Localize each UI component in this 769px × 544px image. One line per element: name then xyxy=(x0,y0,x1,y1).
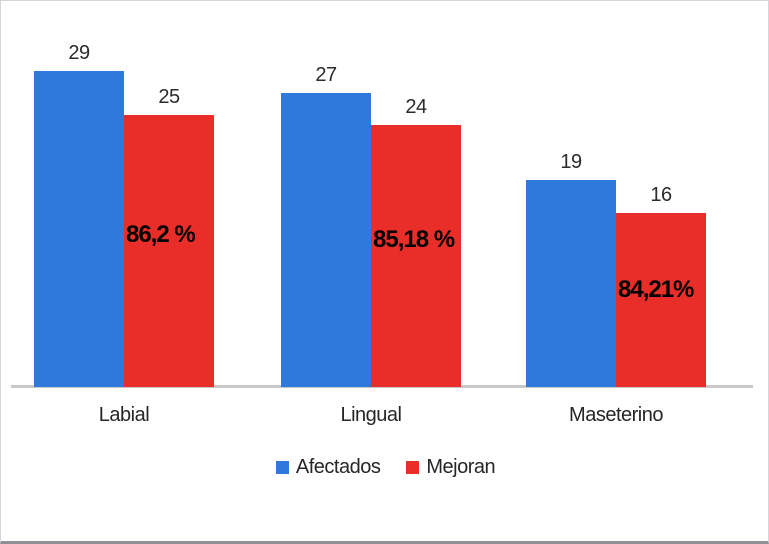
legend-item-afectados: Afectados xyxy=(275,456,381,479)
bar-mejoran-labial xyxy=(124,115,214,387)
value-label-mejoran-lingual: 24 xyxy=(405,96,427,118)
bar-afectados-lingual xyxy=(281,93,371,387)
bar-afectados-labial xyxy=(34,71,124,387)
legend-label-mejoran: Mejoran xyxy=(426,456,496,478)
value-label-mejoran-maseterino: 16 xyxy=(650,184,672,206)
bar-mejoran-lingual xyxy=(371,125,461,387)
bar-afectados-maseterino xyxy=(526,180,616,387)
value-label-afectados-maseterino: 19 xyxy=(560,151,582,173)
legend-item-mejoran: Mejoran xyxy=(406,456,496,479)
legend-swatch-mejoran xyxy=(406,461,420,474)
category-label-lingual: Lingual xyxy=(340,404,402,426)
percent-label-labial: 86,2 % xyxy=(126,221,196,248)
legend-swatch-afectados xyxy=(275,461,289,474)
value-label-afectados-labial: 29 xyxy=(68,42,90,64)
bar-mejoran-maseterino xyxy=(616,213,706,387)
percent-label-maseterino: 84,21% xyxy=(618,276,694,303)
category-label-labial: Labial xyxy=(98,404,150,426)
category-label-maseterino: Maseterino xyxy=(569,404,663,426)
value-label-afectados-lingual: 27 xyxy=(315,64,337,86)
percent-label-lingual: 85,18 % xyxy=(373,226,455,253)
legend: Afectados Mejoran xyxy=(1,456,768,479)
legend-label-afectados: Afectados xyxy=(295,456,381,478)
value-label-mejoran-labial: 25 xyxy=(158,86,180,108)
